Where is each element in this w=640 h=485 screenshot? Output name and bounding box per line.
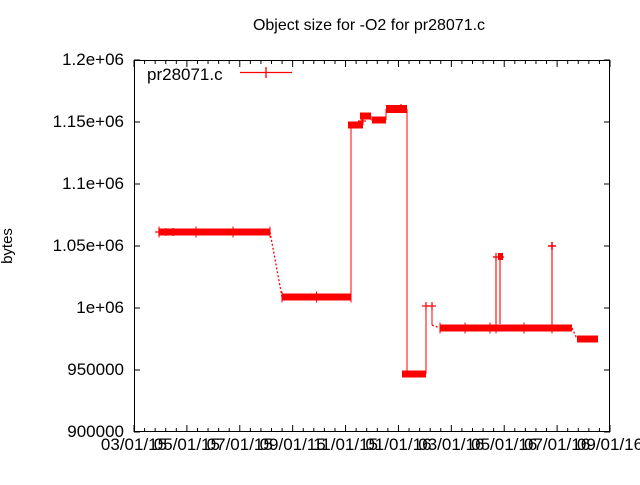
svg-text:1.05e+06: 1.05e+06 [53, 236, 124, 255]
svg-text:1.15e+06: 1.15e+06 [53, 112, 124, 131]
svg-text:950000: 950000 [67, 360, 124, 379]
svg-text:09/01/16: 09/01/16 [577, 435, 640, 454]
svg-text:1e+06: 1e+06 [76, 298, 124, 317]
svg-text:pr28071.c: pr28071.c [147, 65, 223, 84]
svg-text:1.2e+06: 1.2e+06 [62, 50, 124, 69]
svg-text:bytes: bytes [0, 228, 16, 264]
svg-text:Object size for -O2 for pr2807: Object size for -O2 for pr28071.c [253, 17, 485, 34]
svg-text:1.1e+06: 1.1e+06 [62, 174, 124, 193]
